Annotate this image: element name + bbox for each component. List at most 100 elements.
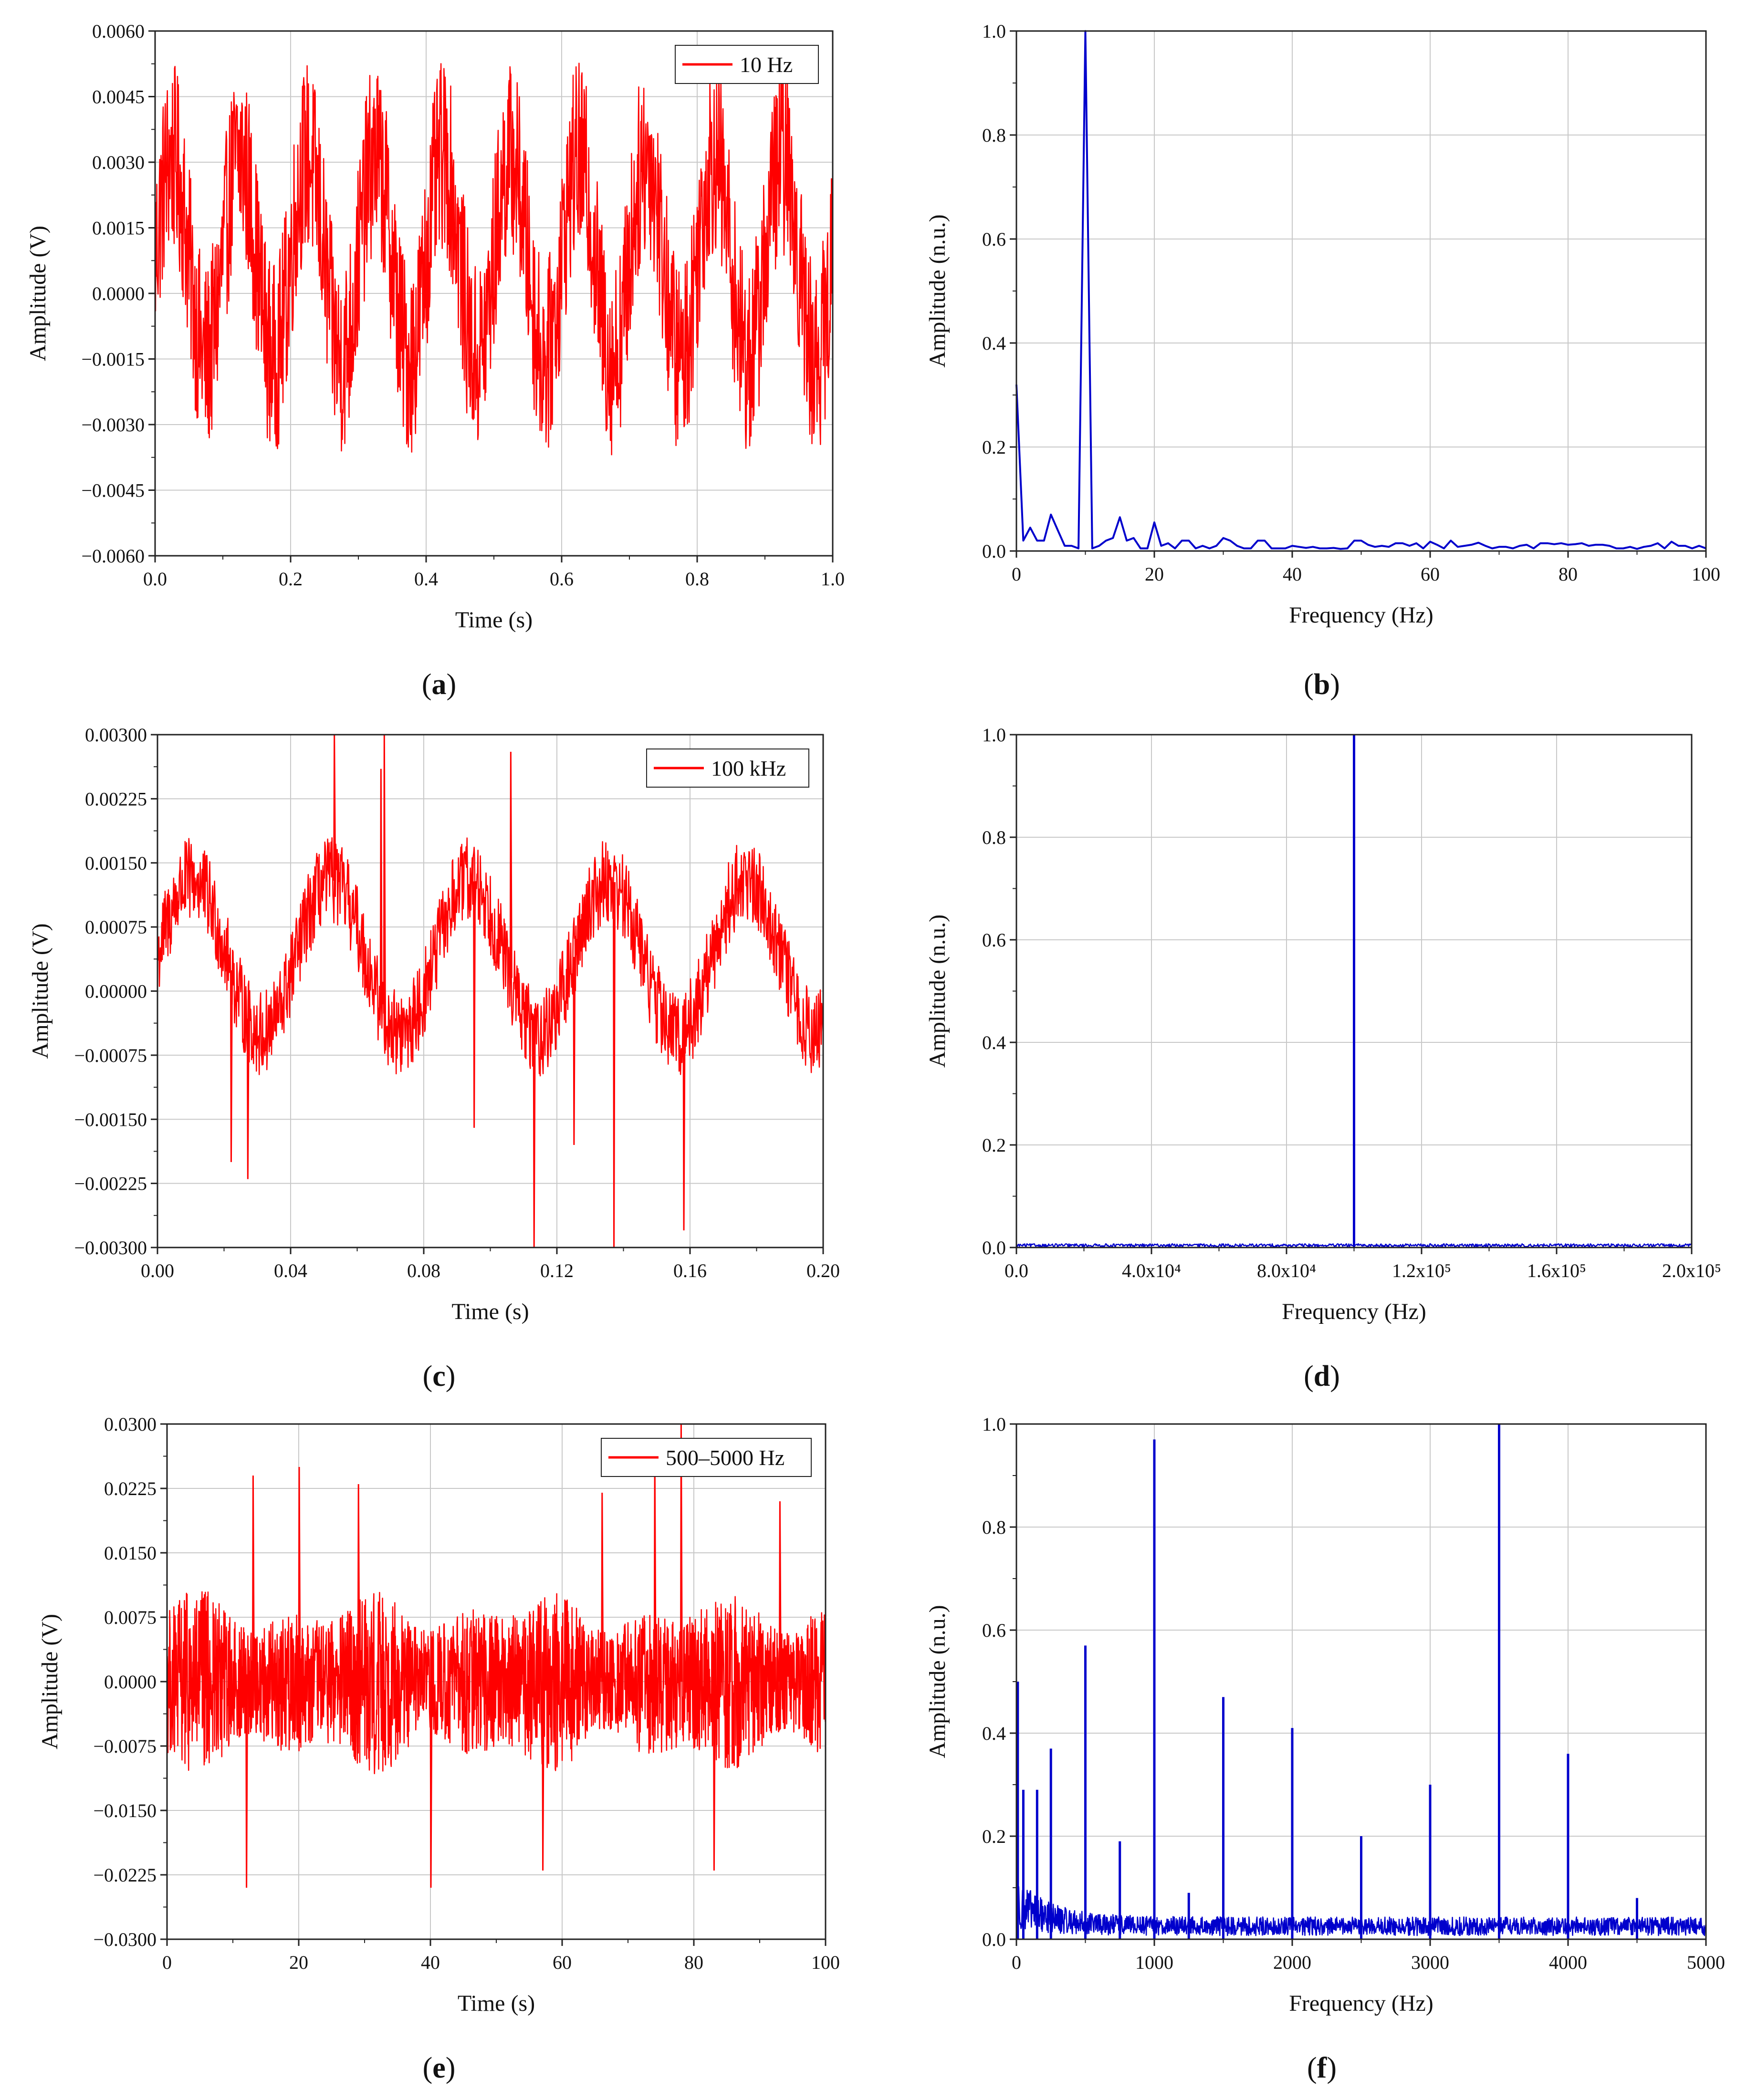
series-line-b — [1015, 30, 1706, 550]
panel-letter-a: a — [432, 668, 447, 701]
ytick-label-e-4: 0.0000 — [104, 1671, 157, 1693]
panel-letter-e: e — [432, 2052, 446, 2084]
xtick-label-a-5: 1.0 — [821, 568, 845, 590]
ytick-label-a-5: 0.0015 — [92, 218, 145, 239]
legend-c: 100 kHz — [646, 749, 809, 788]
ytick-label-a-1: −0.0045 — [81, 480, 145, 501]
spike-c — [230, 970, 233, 1162]
xtick-label-b-2: 40 — [1283, 563, 1302, 585]
ytick-label-f-0: 0.0 — [982, 1929, 1006, 1950]
panel-label-c: (c) — [423, 1360, 456, 1393]
xtick-label-e-1: 20 — [289, 1952, 308, 1973]
xtick-label-e-2: 40 — [421, 1952, 440, 1973]
xtick-label-b-4: 80 — [1559, 563, 1578, 585]
ytick-label-d-0: 0.0 — [982, 1237, 1006, 1258]
panel-letter-c: c — [432, 1360, 446, 1393]
ytick-label-a-3: −0.0015 — [81, 349, 145, 370]
ytick-label-e-6: 0.0150 — [104, 1542, 157, 1564]
spike-c — [509, 751, 513, 978]
chart-panel-b: 0 20 40 60 80 100 0.0 0.2 0.4 0.6 0.8 1.0 Frequency … — [925, 21, 1720, 701]
spike-c — [613, 882, 616, 1248]
ytick-label-c-7: 0.00225 — [85, 788, 147, 810]
xtick-label-b-3: 60 — [1421, 563, 1440, 585]
ytick-label-e-7: 0.0225 — [104, 1478, 157, 1499]
spike-e — [778, 1501, 782, 1682]
ytick-label-c-2: −0.00150 — [74, 1109, 147, 1130]
x-axis-label-e: Time (s) — [458, 1991, 535, 2016]
ytick-label-d-2: 0.4 — [982, 1032, 1006, 1053]
chart-panel-e: 0 20 40 60 80 100 −0.0300 −0.0225 −0.0150 −0.0075… — [37, 1414, 840, 2084]
xtick-label-b-0: 0 — [1012, 563, 1021, 585]
xtick-label-d-4: 1.6x10⁵ — [1527, 1260, 1586, 1281]
ytick-label-b-0: 0.0 — [982, 541, 1006, 562]
ytick-label-c-8: 0.00300 — [85, 724, 147, 746]
ytick-label-e-1: −0.0225 — [93, 1864, 157, 1886]
xtick-label-f-3: 3000 — [1411, 1952, 1449, 1973]
spike-c — [682, 1031, 686, 1231]
chart-panel-f: 0 1000 2000 3000 4000 5000 0.0 0.2 0.4 0.6 0.8 1.0 F… — [925, 1414, 1725, 2084]
ytick-label-f-1: 0.2 — [982, 1826, 1006, 1847]
panel-label-b: (b) — [1304, 668, 1340, 701]
plot-frame-b — [1015, 30, 1707, 552]
xtick-label-f-4: 4000 — [1549, 1952, 1587, 1973]
ytick-label-d-1: 0.2 — [982, 1134, 1006, 1156]
x-axis-label-b: Frequency (Hz) — [1289, 603, 1433, 628]
y-axis-label-f: Amplitude (n.u.) — [925, 1605, 950, 1758]
xtick-label-e-5: 100 — [811, 1952, 840, 1973]
xtick-label-f-0: 0 — [1012, 1952, 1021, 1973]
spike-c — [383, 734, 386, 1014]
ytick-label-b-5: 1.0 — [982, 21, 1006, 42]
ytick-label-e-8: 0.0300 — [104, 1414, 157, 1435]
xtick-label-d-3: 1.2x10⁵ — [1392, 1260, 1451, 1281]
spike-e — [245, 1681, 249, 1888]
ytick-label-a-2: −0.0030 — [81, 414, 145, 436]
x-axis-label-f: Frequency (Hz) — [1289, 1991, 1433, 2016]
ytick-label-b-3: 0.6 — [982, 229, 1006, 250]
ytick-label-d-3: 0.6 — [982, 929, 1006, 951]
y-axis-label-e: Amplitude (V) — [37, 1614, 63, 1749]
spike-e — [251, 1475, 255, 1682]
xtick-label-e-0: 0 — [162, 1952, 172, 1973]
panel-label-f: (f) — [1307, 2052, 1337, 2084]
panel-label-e: (e) — [423, 2052, 456, 2084]
series-line-a — [154, 62, 834, 456]
chart-panel-d: 0.0 4.0x10⁴ 8.0x10⁴ 1.2x10⁵ 1.6x10⁵ 2.0x10⁵ 0.… — [925, 724, 1721, 1393]
ytick-label-a-8: 0.0060 — [92, 21, 145, 42]
spike-c — [473, 881, 476, 1128]
ytick-label-e-2: −0.0150 — [93, 1800, 157, 1821]
x-axis-label-a: Time (s) — [455, 607, 533, 633]
ytick-label-f-3: 0.6 — [982, 1620, 1006, 1641]
series-line-c — [157, 837, 824, 1077]
xtick-label-b-1: 20 — [1145, 563, 1164, 585]
legend-entry-a: 10 Hz — [740, 52, 793, 77]
xtick-label-f-2: 2000 — [1273, 1952, 1311, 1973]
xtick-label-c-3: 0.12 — [540, 1260, 574, 1281]
panel-label-d: (d) — [1304, 1360, 1340, 1393]
xtick-label-e-4: 80 — [684, 1952, 703, 1973]
spike-c — [379, 769, 383, 1006]
panel-label-a: (a) — [422, 668, 456, 701]
ytick-label-b-1: 0.2 — [982, 437, 1006, 458]
ytick-label-a-0: −0.0060 — [81, 545, 145, 567]
legend-e: 500–5000 Hz — [601, 1438, 812, 1477]
xtick-label-a-1: 0.2 — [279, 568, 303, 590]
xtick-label-a-3: 0.6 — [550, 568, 574, 590]
ytick-label-b-2: 0.4 — [982, 333, 1006, 354]
ytick-label-c-4: 0.00000 — [85, 981, 147, 1002]
ytick-label-c-1: −0.00225 — [74, 1173, 147, 1195]
ytick-label-d-4: 0.8 — [982, 827, 1006, 848]
spike-e — [712, 1681, 716, 1871]
xtick-label-c-2: 0.08 — [407, 1260, 440, 1281]
xtick-label-d-2: 8.0x10⁴ — [1257, 1260, 1316, 1281]
xtick-label-a-2: 0.4 — [414, 568, 438, 590]
spike-e — [357, 1484, 360, 1682]
ytick-label-a-6: 0.0030 — [92, 152, 145, 173]
xtick-label-f-5: 5000 — [1687, 1952, 1725, 1973]
spike-e — [298, 1466, 301, 1682]
xtick-label-c-5: 0.20 — [806, 1260, 840, 1281]
ytick-label-c-6: 0.00150 — [85, 852, 147, 874]
chart-panel-c: 0.00 0.04 0.08 0.12 0.16 0.20 −0.00300 −0.00225… — [28, 724, 840, 1393]
xtick-label-d-0: 0.0 — [1004, 1260, 1028, 1281]
spike-e — [601, 1492, 604, 1682]
